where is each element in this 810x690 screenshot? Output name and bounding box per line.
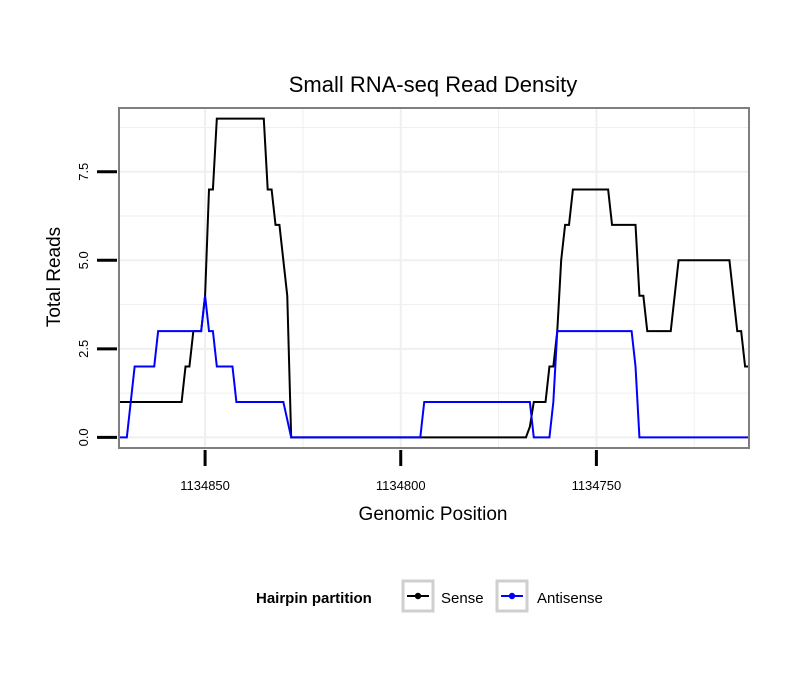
x-tick-label: 1134800 [376, 478, 426, 493]
y-tick-label: 5.0 [76, 251, 91, 269]
y-tick-label: 0.0 [76, 428, 91, 446]
legend-label-sense: Sense [441, 590, 484, 607]
y-axis-title: Total Reads [44, 227, 65, 327]
grid [119, 108, 749, 448]
series-layer [119, 117, 749, 439]
x-tick-label: 1134750 [572, 478, 622, 493]
legend-title: Hairpin partition [256, 590, 372, 607]
x-tick-label: 1134850 [180, 478, 230, 493]
legend: Hairpin partition Sense Antisense [256, 579, 603, 613]
legend-dot-antisense [508, 592, 516, 600]
plot-frame [118, 107, 750, 449]
legend-dot-sense [414, 592, 422, 600]
legend-label-antisense: Antisense [537, 590, 603, 607]
legend-item-antisense: Antisense [495, 579, 603, 613]
x-axis-title: Genomic Position [359, 504, 508, 525]
y-tick-label: 7.5 [76, 163, 91, 181]
y-axis: 0.0 2.5 5.0 7.5 [76, 163, 117, 446]
chart-title: Small RNA-seq Read Density [289, 72, 578, 97]
series-line-antisense [119, 295, 749, 439]
legend-item-sense: Sense [401, 579, 484, 613]
y-tick-label: 2.5 [76, 340, 91, 358]
series-line-sense [119, 117, 749, 439]
x-axis: 1134850 1134800 1134750 [180, 450, 621, 493]
